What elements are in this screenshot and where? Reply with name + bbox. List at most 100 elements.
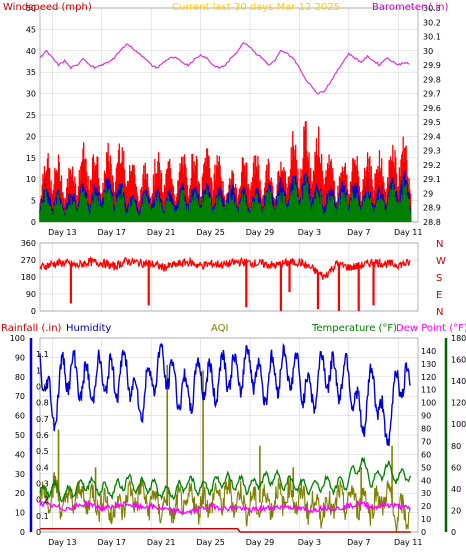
- humidity-x-tick-label: Day 21: [147, 538, 176, 547]
- direction-tick-label: 180: [21, 273, 36, 282]
- compass-label: E: [436, 290, 442, 301]
- barometer-tick-label: 28.8: [423, 218, 441, 227]
- barometer-line: [39, 42, 410, 95]
- temperature-tick-label: 0: [421, 528, 426, 537]
- rainfall-tick-label: 0: [36, 528, 41, 537]
- rainfall-tick-label: 0.9: [36, 383, 49, 392]
- wind-x-tick-label: Day 29: [246, 228, 275, 237]
- aqi-tick-label: 120: [451, 399, 466, 408]
- temperature-tick-label: 100: [421, 399, 436, 408]
- temperature-tick-label: 90: [421, 412, 431, 421]
- humidity-tick-label: 0: [20, 528, 25, 537]
- rainfall-tick-label: 0.2: [36, 496, 49, 505]
- windspeed-tick-label: 15: [26, 154, 36, 163]
- barometer-tick-label: 30.2: [423, 18, 441, 27]
- rainfall-tick-label: 0.8: [36, 399, 49, 408]
- barometer-tick-label: 28.9: [423, 204, 441, 213]
- windspeed-tick-label: 10: [26, 175, 36, 184]
- humidity-x-tick-label: Day 7: [347, 538, 370, 547]
- barometer-tick-label: 30.3: [423, 4, 441, 13]
- rainfall-tick-label: 0.3: [36, 480, 49, 489]
- aqi-tick-label: 180: [451, 334, 466, 343]
- aqi-tick-label: 60: [451, 463, 461, 472]
- temperature-tick-label: 120: [421, 373, 436, 382]
- windspeed-label: Windspeed (mph): [3, 2, 92, 13]
- rainfall-label: Rainfall (.in): [1, 323, 62, 334]
- humidity-tick-label: 70: [15, 392, 25, 401]
- wind-x-tick-label: Day 25: [196, 228, 225, 237]
- humidity-axis-ticks: 0 10 20 30 40 50 60 70 80 90 100: [10, 334, 25, 537]
- humidity-line: [39, 342, 411, 447]
- humidity-tick-label: 60: [15, 412, 25, 421]
- barometer-tick-label: 29.1: [423, 175, 441, 184]
- humidity-label: Humidity: [66, 323, 111, 334]
- wind-direction-dips: [69, 261, 375, 311]
- compass-label: W: [436, 256, 446, 267]
- temperature-tick-label: 130: [421, 360, 436, 369]
- compass-label: S: [436, 273, 442, 284]
- aqi-axis-ticks: 0 20 40 60 80 100 120 140 160 180: [451, 334, 466, 537]
- wind-x-tick-label: Day 7: [347, 228, 370, 237]
- humidity-tick-label: 80: [15, 373, 25, 382]
- wind-x-axis-labels: Day 13 Day 17 Day 21 Day 25 Day 29 Day 3 Day 7…: [48, 228, 422, 237]
- barometer-tick-label: 29.2: [423, 161, 441, 170]
- temperature-tick-label: 30: [421, 489, 431, 498]
- barometer-tick-label: 29.6: [423, 104, 441, 113]
- chart-title: Current last 30 days Mar 12 2025: [172, 2, 340, 13]
- rainfall-tick-label: 1: [36, 366, 41, 375]
- rainfall-tick-label: 0.1: [36, 512, 49, 521]
- temperature-tick-label: 140: [421, 347, 436, 356]
- windspeed-tick-label: 50: [26, 4, 36, 13]
- aqi-tick-label: 0: [451, 528, 456, 537]
- aqi-tick-label: 80: [451, 442, 461, 451]
- barometer-tick-label: 29.4: [423, 132, 441, 141]
- temperature-tick-label: 110: [421, 386, 436, 395]
- direction-tick-label: 360: [21, 239, 36, 248]
- direction-tick-label: 270: [21, 256, 36, 265]
- aqi-tick-label: 20: [451, 506, 461, 515]
- aqi-label: AQI: [211, 323, 229, 334]
- wind-x-tick-label: Day 17: [97, 228, 126, 237]
- dewpoint-line: [39, 499, 411, 516]
- compass-label: N: [436, 307, 443, 318]
- humidity-x-tick-label: Day 11: [394, 538, 423, 547]
- wind-x-tick-label: Day 21: [147, 228, 176, 237]
- temperature-tick-label: 60: [421, 450, 431, 459]
- wind-x-tick-label: Day 3: [298, 228, 321, 237]
- wind-x-tick-label: Day 11: [394, 228, 423, 237]
- humidity-tick-label: 30: [15, 470, 25, 479]
- wind-direction-line: [39, 255, 411, 280]
- humidity-x-tick-label: Day 3: [298, 538, 321, 547]
- direction-axis-ticks: 0 90 180 270 360: [21, 239, 36, 316]
- temperature-label: Temperature (°F): [311, 323, 397, 334]
- barometer-tick-label: 29: [423, 189, 433, 198]
- humidity-x-tick-label: Day 25: [196, 538, 225, 547]
- direction-tick-label: 0: [31, 307, 36, 316]
- windspeed-tick-label: 45: [26, 25, 36, 34]
- compass-label: N: [436, 239, 443, 250]
- humidity-tick-label: 50: [15, 431, 25, 440]
- temperature-tick-label: 40: [421, 476, 431, 485]
- rainfall-tick-label: 0.7: [36, 415, 49, 424]
- temperature-tick-label: 10: [421, 515, 431, 524]
- humidity-x-axis-labels: Day 13 Day 17 Day 21 Day 25 Day 29 Day 3 Day 7…: [48, 538, 422, 547]
- humidity-x-tick-label: Day 29: [246, 538, 275, 547]
- humidity-tick-label: 100: [10, 334, 25, 343]
- humidity-x-tick-label: Day 13: [48, 538, 77, 547]
- rainfall-tick-label: 0.4: [36, 463, 49, 472]
- barometer-tick-label: 29.8: [423, 75, 441, 84]
- temperature-tick-label: 70: [421, 437, 431, 446]
- windspeed-tick-label: 40: [26, 47, 36, 56]
- humidity-tick-label: 40: [15, 450, 25, 459]
- wind-lull-bars: [39, 175, 412, 222]
- aqi-tick-label: 40: [451, 485, 461, 494]
- rainfall-tick-label: 0.5: [36, 447, 49, 456]
- windspeed-tick-label: 35: [26, 68, 36, 77]
- windspeed-tick-label: 20: [26, 132, 36, 141]
- humidity-tick-label: 90: [15, 353, 25, 362]
- aqi-line: [39, 472, 411, 533]
- temperature-tick-label: 50: [421, 463, 431, 472]
- windspeed-tick-label: 5: [31, 197, 36, 206]
